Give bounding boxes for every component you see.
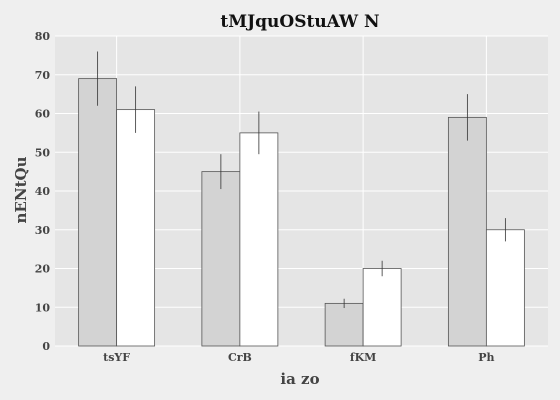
y-tick-label: 0: [42, 340, 50, 353]
x-tick-label: CrB: [228, 351, 252, 364]
y-tick-label: 50: [35, 146, 51, 159]
y-tick-label: 30: [35, 224, 51, 237]
bar: [325, 303, 363, 346]
x-axis-label: ia zo: [280, 370, 319, 388]
y-tick-label: 80: [35, 30, 51, 43]
y-axis-ticks: 0 10 20 30 40 50 60 70 80: [35, 30, 51, 353]
bar: [202, 172, 240, 346]
y-tick-label: 60: [35, 108, 51, 121]
x-axis-ticks: tsYF CrB fKM Ph: [103, 351, 494, 364]
y-tick-label: 10: [35, 301, 51, 314]
bar: [240, 133, 278, 346]
y-tick-label: 40: [35, 185, 51, 198]
y-axis-label: nENtQu: [12, 156, 30, 223]
bar: [117, 110, 155, 346]
bar: [363, 269, 401, 347]
x-tick-label: tsYF: [103, 351, 130, 364]
bar: [79, 79, 117, 346]
bar: [448, 117, 486, 346]
bar: [486, 230, 524, 346]
chart-title: tMJquOStuAW N: [220, 12, 379, 32]
y-tick-label: 70: [35, 69, 51, 82]
x-tick-label: fKM: [350, 351, 376, 364]
x-tick-label: Ph: [478, 351, 494, 364]
y-tick-label: 20: [35, 263, 51, 276]
